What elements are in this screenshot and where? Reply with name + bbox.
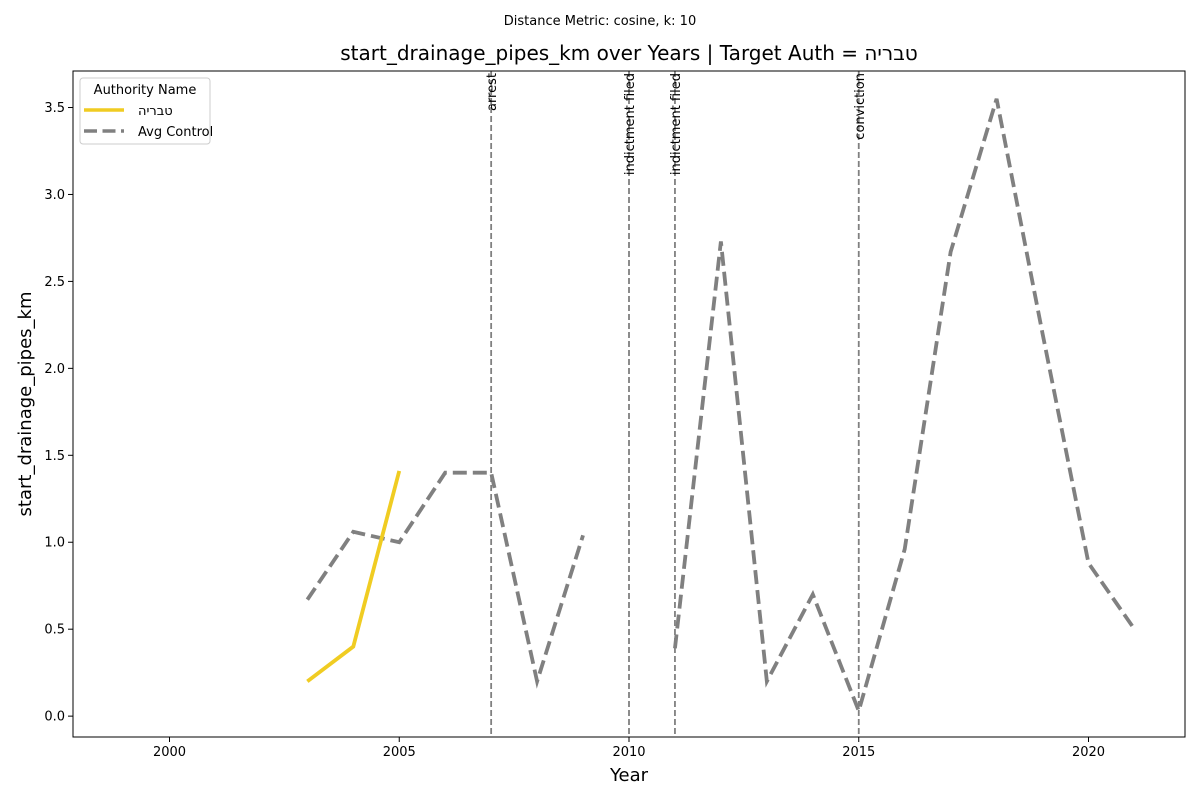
series-line-avg-control bbox=[673, 98, 1137, 717]
y-axis-label: start_drainage_pipes_km bbox=[15, 292, 36, 517]
event-label: conviction bbox=[853, 73, 868, 140]
y-axis: 0.0 0.5 1.0 1.5 2.0 2.5 3.0 3.5 bbox=[44, 101, 73, 725]
x-axis: 2000 2005 2010 2015 2020 bbox=[153, 737, 1105, 760]
legend: Authority Name טבריה Avg Control bbox=[79, 77, 213, 145]
x-tick-label: 2005 bbox=[383, 745, 416, 760]
chart-suptitle: Distance Metric: cosine, k: 10 bbox=[503, 14, 697, 29]
y-tick-label: 0.5 bbox=[44, 623, 65, 638]
x-tick-label: 2000 bbox=[153, 745, 186, 760]
x-tick-label: 2010 bbox=[612, 745, 645, 760]
plot-content: arrest indictment filed indictment filed co… bbox=[305, 71, 1137, 737]
legend-label-control: Avg Control bbox=[138, 125, 213, 140]
event-label: arrest bbox=[485, 73, 500, 111]
series-line-avg-control bbox=[305, 470, 585, 689]
chart-title: start_drainage_pipes_km over Years | Tar… bbox=[340, 41, 918, 65]
event-label: indictment filed bbox=[669, 73, 684, 175]
x-tick-label: 2020 bbox=[1072, 745, 1105, 760]
y-tick-label: 2.0 bbox=[44, 362, 65, 377]
y-tick-label: 1.0 bbox=[44, 536, 65, 551]
event-label: indictment filed bbox=[623, 73, 638, 175]
x-axis-label: Year bbox=[609, 765, 649, 786]
legend-box bbox=[79, 77, 211, 145]
series-line-target bbox=[306, 470, 402, 683]
y-tick-label: 2.5 bbox=[44, 275, 65, 290]
y-tick-label: 1.5 bbox=[44, 449, 65, 464]
y-tick-label: 0.0 bbox=[44, 710, 65, 725]
y-tick-label: 3.0 bbox=[44, 188, 65, 203]
legend-label-target: טבריה bbox=[138, 104, 173, 119]
y-tick-label: 3.5 bbox=[44, 101, 65, 116]
x-tick-label: 2015 bbox=[842, 745, 875, 760]
legend-title: Authority Name bbox=[94, 83, 197, 98]
